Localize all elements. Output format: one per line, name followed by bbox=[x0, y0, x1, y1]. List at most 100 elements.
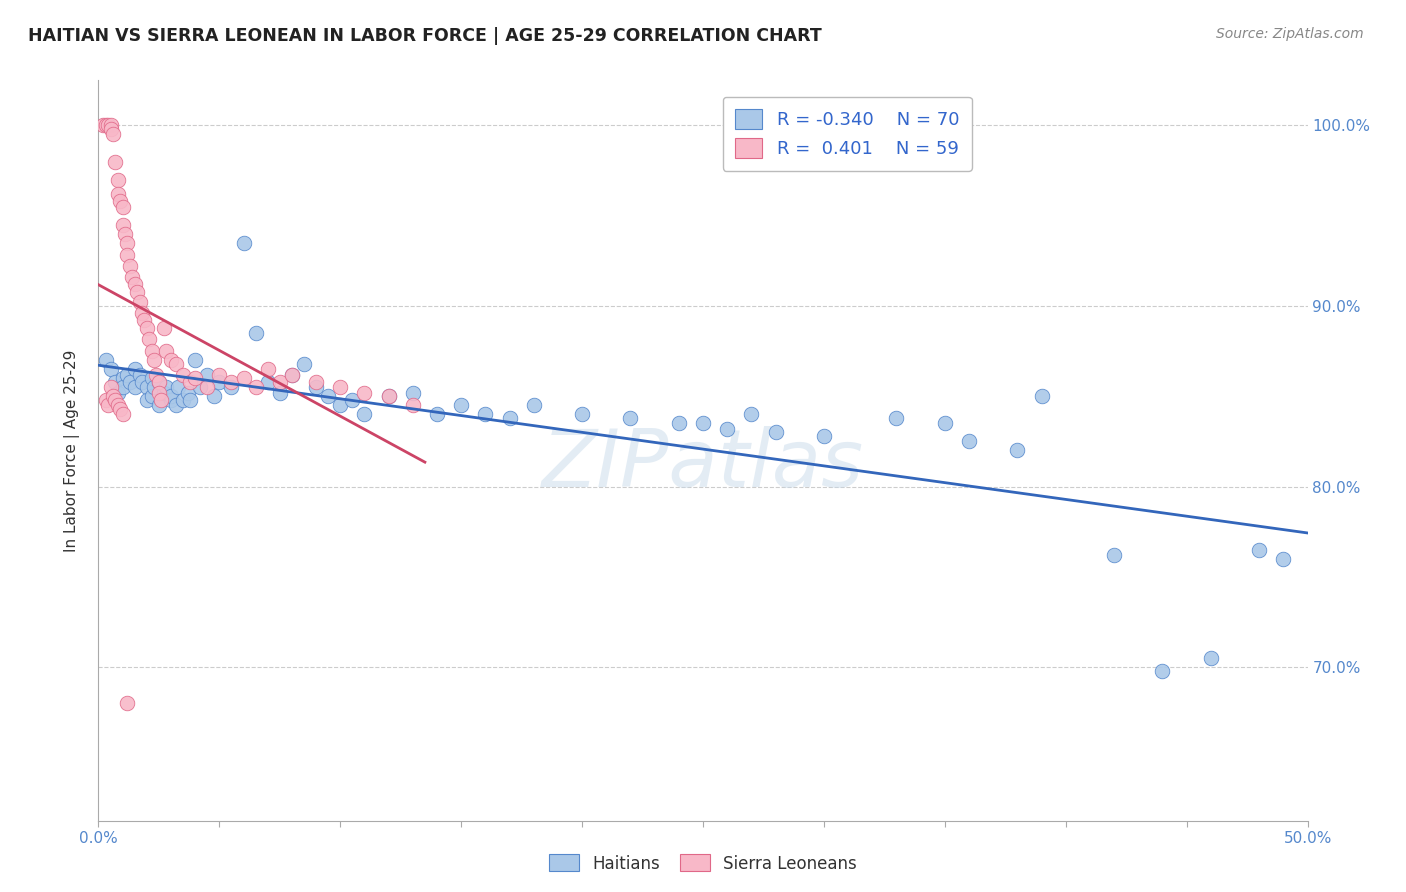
Point bbox=[128, 368, 150, 382]
Point bbox=[104, 375, 127, 389]
Point bbox=[131, 375, 153, 389]
Point bbox=[148, 375, 170, 389]
Point bbox=[716, 422, 738, 436]
Point bbox=[100, 119, 122, 133]
Point bbox=[145, 368, 167, 382]
Point bbox=[281, 368, 304, 382]
Point bbox=[107, 385, 129, 400]
Point bbox=[498, 411, 520, 425]
Point bbox=[141, 344, 163, 359]
Point bbox=[292, 357, 315, 371]
Point bbox=[692, 417, 714, 431]
Point bbox=[117, 368, 139, 382]
Point bbox=[172, 368, 194, 382]
Point bbox=[143, 380, 166, 394]
Point bbox=[934, 417, 956, 431]
Point bbox=[94, 392, 117, 407]
Point bbox=[111, 371, 134, 385]
Point bbox=[117, 248, 139, 262]
Point bbox=[281, 368, 304, 382]
Point bbox=[668, 417, 690, 431]
Point bbox=[740, 408, 762, 422]
Point bbox=[195, 380, 218, 394]
Legend: Haitians, Sierra Leoneans: Haitians, Sierra Leoneans bbox=[543, 847, 863, 880]
Point bbox=[97, 398, 120, 412]
Point bbox=[765, 425, 787, 440]
Point bbox=[353, 385, 375, 400]
Y-axis label: In Labor Force | Age 25-29: In Labor Force | Age 25-29 bbox=[63, 350, 80, 551]
Point bbox=[128, 295, 150, 310]
Point bbox=[141, 389, 163, 403]
Point bbox=[245, 380, 267, 394]
Point bbox=[160, 392, 183, 407]
Point bbox=[108, 401, 131, 416]
Point bbox=[97, 119, 120, 133]
Point bbox=[148, 385, 170, 400]
Point bbox=[329, 380, 352, 394]
Point bbox=[474, 408, 496, 422]
Point bbox=[141, 371, 163, 385]
Point bbox=[124, 277, 146, 292]
Point bbox=[111, 380, 134, 394]
Point bbox=[571, 408, 593, 422]
Point bbox=[204, 389, 226, 403]
Point bbox=[114, 227, 136, 241]
Point bbox=[91, 119, 114, 133]
Point bbox=[1152, 664, 1174, 678]
Point bbox=[342, 392, 364, 407]
Point bbox=[131, 306, 153, 320]
Point bbox=[619, 411, 641, 425]
Point bbox=[1199, 651, 1222, 665]
Point bbox=[184, 353, 207, 368]
Point bbox=[523, 398, 546, 412]
Point bbox=[160, 389, 183, 403]
Point bbox=[177, 385, 200, 400]
Point bbox=[155, 344, 177, 359]
Point bbox=[184, 371, 207, 385]
Point bbox=[316, 389, 339, 403]
Point bbox=[208, 368, 231, 382]
Point bbox=[188, 380, 211, 394]
Point bbox=[269, 375, 291, 389]
Point bbox=[232, 371, 254, 385]
Point bbox=[100, 380, 122, 394]
Legend: R = -0.340    N = 70, R =  0.401    N = 59: R = -0.340 N = 70, R = 0.401 N = 59 bbox=[723, 96, 972, 170]
Point bbox=[195, 368, 218, 382]
Point bbox=[377, 389, 399, 403]
Point bbox=[957, 434, 980, 449]
Point bbox=[135, 380, 157, 394]
Point bbox=[104, 392, 127, 407]
Point bbox=[208, 375, 231, 389]
Point bbox=[221, 380, 243, 394]
Point bbox=[232, 235, 254, 250]
Point bbox=[94, 119, 117, 133]
Point bbox=[450, 398, 472, 412]
Point bbox=[100, 122, 122, 136]
Point bbox=[124, 380, 146, 394]
Point bbox=[165, 357, 187, 371]
Text: HAITIAN VS SIERRA LEONEAN IN LABOR FORCE | AGE 25-29 CORRELATION CHART: HAITIAN VS SIERRA LEONEAN IN LABOR FORCE… bbox=[28, 27, 823, 45]
Point bbox=[134, 313, 156, 327]
Point bbox=[118, 260, 141, 274]
Point bbox=[1007, 443, 1029, 458]
Point bbox=[353, 408, 375, 422]
Point bbox=[1102, 548, 1125, 562]
Point bbox=[167, 380, 190, 394]
Point bbox=[402, 398, 425, 412]
Point bbox=[1272, 551, 1295, 566]
Point bbox=[377, 389, 399, 403]
Point bbox=[104, 154, 127, 169]
Point bbox=[117, 696, 139, 710]
Point bbox=[1031, 389, 1053, 403]
Point bbox=[124, 362, 146, 376]
Point bbox=[172, 392, 194, 407]
Point bbox=[179, 375, 201, 389]
Point bbox=[269, 385, 291, 400]
Point bbox=[111, 200, 134, 214]
Point bbox=[148, 398, 170, 412]
Point bbox=[152, 385, 174, 400]
Point bbox=[256, 375, 278, 389]
Point bbox=[256, 362, 278, 376]
Text: Source: ZipAtlas.com: Source: ZipAtlas.com bbox=[1216, 27, 1364, 41]
Point bbox=[155, 380, 177, 394]
